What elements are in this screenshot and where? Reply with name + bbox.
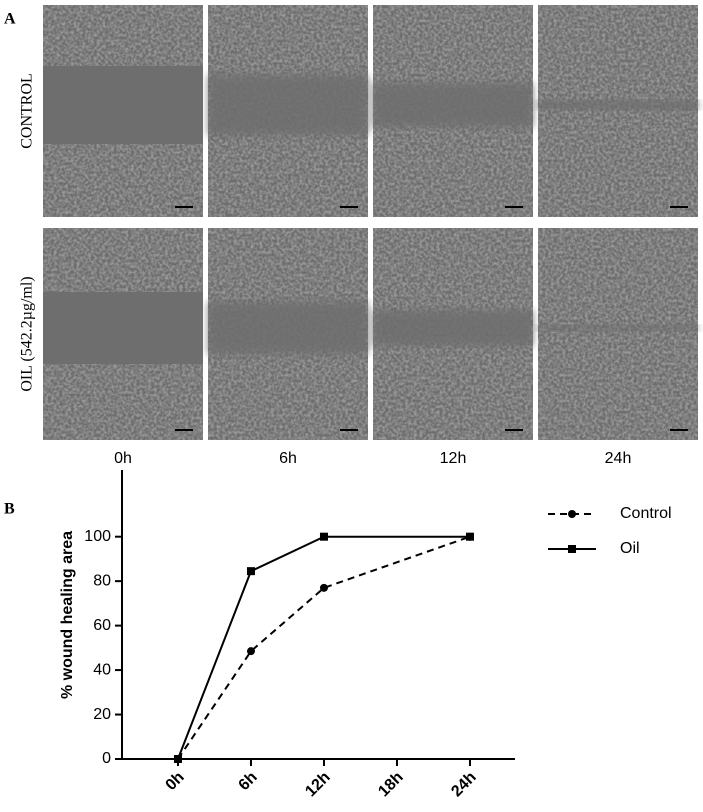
- data-point: [319, 532, 328, 541]
- wound-gap: [208, 75, 368, 135]
- row-label: OIL (542.2µg/ml): [19, 276, 36, 391]
- y-tick-label: 60: [93, 617, 111, 634]
- legend-marker: [568, 545, 576, 553]
- panel-label: B: [4, 501, 15, 518]
- y-tick-label: 100: [84, 528, 111, 545]
- wound-gap: [208, 302, 368, 354]
- series-line: [177, 535, 470, 760]
- wound-gap: [538, 325, 698, 331]
- column-label: 6h: [279, 450, 297, 467]
- wound-gap: [373, 310, 533, 346]
- y-tick-label: 20: [93, 706, 111, 723]
- x-tick-label: 6h: [236, 769, 261, 794]
- y-tick-label: 0: [102, 750, 111, 767]
- y-axis-label: % wound healing area: [59, 531, 76, 699]
- wound-gap: [373, 83, 533, 127]
- y-tick-label: 80: [93, 572, 111, 589]
- row-label: CONTROL: [19, 73, 36, 149]
- series-line: [177, 535, 471, 760]
- wound-gap: [43, 292, 203, 364]
- legend-marker: [568, 510, 576, 518]
- wound-gap: [43, 66, 203, 144]
- data-point: [319, 583, 328, 592]
- data-point: [246, 647, 255, 656]
- wound-gap: [538, 100, 698, 110]
- data-point: [173, 755, 182, 763]
- legend-label: Oil: [620, 540, 640, 557]
- micrograph-grid: CONTROL OIL (542.2µg/ml) 0h 6h 12h 24h: [19, 5, 698, 467]
- y-tick-label: 40: [93, 661, 111, 678]
- cell-texture: [538, 228, 698, 440]
- x-tick-label: 18h: [375, 769, 407, 801]
- legend-label: Control: [620, 505, 672, 522]
- cell-texture: [538, 5, 698, 217]
- data-point: [246, 567, 255, 576]
- chart: % wound healing area 0 20 40 60 80 100 0h 6h 12h…: [59, 470, 672, 801]
- x-tick-label: 12h: [302, 769, 334, 801]
- x-tick-label: 24h: [448, 769, 480, 801]
- column-label: 12h: [440, 450, 467, 467]
- data-point: [465, 532, 474, 541]
- column-label: 0h: [114, 450, 132, 467]
- x-tick-label: 0h: [163, 769, 188, 794]
- panel-label: A: [4, 11, 16, 28]
- column-label: 24h: [605, 450, 632, 467]
